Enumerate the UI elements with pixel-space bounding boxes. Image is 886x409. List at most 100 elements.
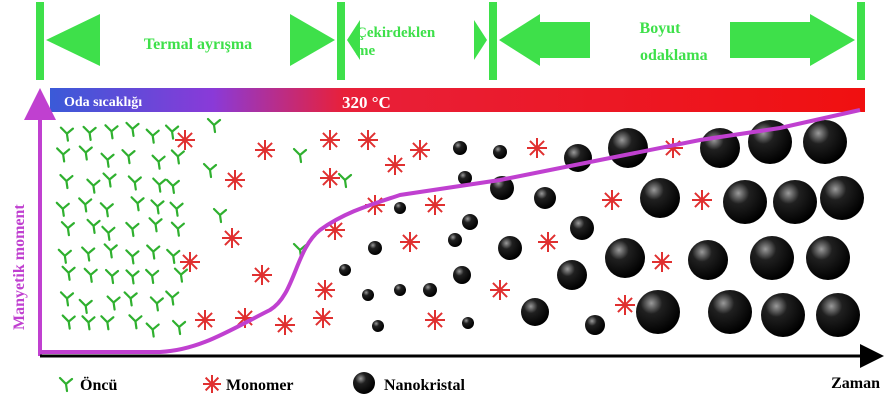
monomer-core — [260, 273, 265, 278]
precursor — [151, 200, 163, 213]
precursor — [85, 269, 97, 282]
precursor — [171, 203, 183, 216]
precursor — [150, 218, 162, 231]
monomer-core — [183, 138, 188, 143]
monomer-core — [323, 288, 328, 293]
monomer-core — [393, 163, 398, 168]
precursor — [122, 150, 134, 163]
precursor — [172, 150, 184, 163]
nanocrystal — [339, 264, 351, 276]
precursor — [166, 292, 178, 305]
precursor — [106, 270, 118, 283]
nanocrystal — [372, 320, 384, 332]
precursor — [88, 220, 100, 233]
nanocrystal — [608, 128, 648, 168]
precursor — [127, 270, 139, 283]
nanocrystal — [816, 293, 860, 337]
monomer-core — [210, 382, 215, 387]
precursor — [151, 297, 163, 310]
precursor — [208, 119, 220, 132]
nanocrystal — [462, 214, 478, 230]
precursor — [60, 378, 72, 391]
precursor — [84, 127, 96, 140]
precursor — [79, 198, 91, 211]
precursor — [87, 180, 99, 193]
temperature-start: Oda sıcaklığı — [64, 95, 142, 110]
monomer-core — [333, 228, 338, 233]
nanocrystal — [423, 283, 437, 297]
precursor — [104, 174, 116, 187]
monomer-core — [535, 146, 540, 151]
nanocrystal — [761, 293, 805, 337]
precursor — [294, 149, 306, 162]
x-axis-label: Zaman — [831, 375, 880, 392]
nanocrystal — [723, 180, 767, 224]
monomer-core — [408, 240, 413, 245]
legend-label: Monomer — [226, 377, 294, 394]
monomer-core — [203, 318, 208, 323]
precursor — [172, 223, 184, 236]
nanocrystal — [557, 260, 587, 290]
nanocrystal — [708, 290, 752, 334]
monomer-core — [366, 138, 371, 143]
nanocrystal — [394, 202, 406, 214]
precursor — [82, 316, 94, 329]
nanocrystal — [585, 315, 605, 335]
monomer-core — [328, 176, 333, 181]
monomer-core — [328, 138, 333, 143]
phase-label: Boyut — [640, 20, 682, 37]
precursor — [153, 179, 165, 192]
monomer-core — [623, 303, 628, 308]
nanocrystal — [636, 290, 680, 334]
particles — [57, 119, 864, 337]
precursor — [129, 176, 141, 189]
monomer-core — [283, 323, 288, 328]
nanocrystal — [394, 284, 406, 296]
diagram: Termal ayrışma Çekirdeklen me Boyut odak… — [0, 0, 886, 409]
phase-label: me — [356, 43, 375, 59]
precursor — [339, 174, 351, 187]
precursor — [108, 297, 120, 310]
nanocrystal — [453, 141, 467, 155]
precursor — [125, 292, 137, 305]
temperature-end: 320 °C — [342, 93, 391, 112]
nanocrystal — [493, 145, 507, 159]
precursor — [101, 316, 113, 329]
nanocrystal — [773, 180, 817, 224]
nanocrystal — [498, 236, 522, 260]
monomer-core — [263, 148, 268, 153]
phase-label: Termal ayrışma — [144, 36, 252, 53]
precursor — [59, 250, 71, 263]
precursor — [166, 126, 178, 139]
precursor — [147, 130, 159, 143]
precursor — [61, 128, 73, 141]
precursor — [126, 250, 138, 263]
monomer-core — [230, 236, 235, 241]
nanocrystal — [640, 178, 680, 218]
legend-label: Öncü — [80, 376, 117, 394]
nanocrystal — [521, 298, 549, 326]
precursor — [80, 300, 92, 313]
precursor — [126, 223, 138, 236]
precursor — [175, 269, 187, 282]
monomer-core — [498, 288, 503, 293]
monomer-core — [433, 203, 438, 208]
nanocrystal — [462, 317, 474, 329]
precursor — [82, 248, 94, 261]
precursor — [63, 316, 75, 329]
precursor — [63, 267, 75, 280]
precursor — [167, 180, 179, 193]
precursor — [57, 148, 69, 161]
monomer-core — [610, 198, 615, 203]
nanocrystal — [803, 120, 847, 164]
monomer-core — [233, 178, 238, 183]
monomer-core — [546, 240, 551, 245]
nanocrystal — [570, 216, 594, 240]
nanocrystal — [605, 238, 645, 278]
precursor — [102, 227, 114, 240]
nanocrystal — [368, 241, 382, 255]
precursor — [204, 164, 216, 177]
precursor — [62, 222, 74, 235]
precursor — [147, 246, 159, 259]
monomer-core — [433, 318, 438, 323]
